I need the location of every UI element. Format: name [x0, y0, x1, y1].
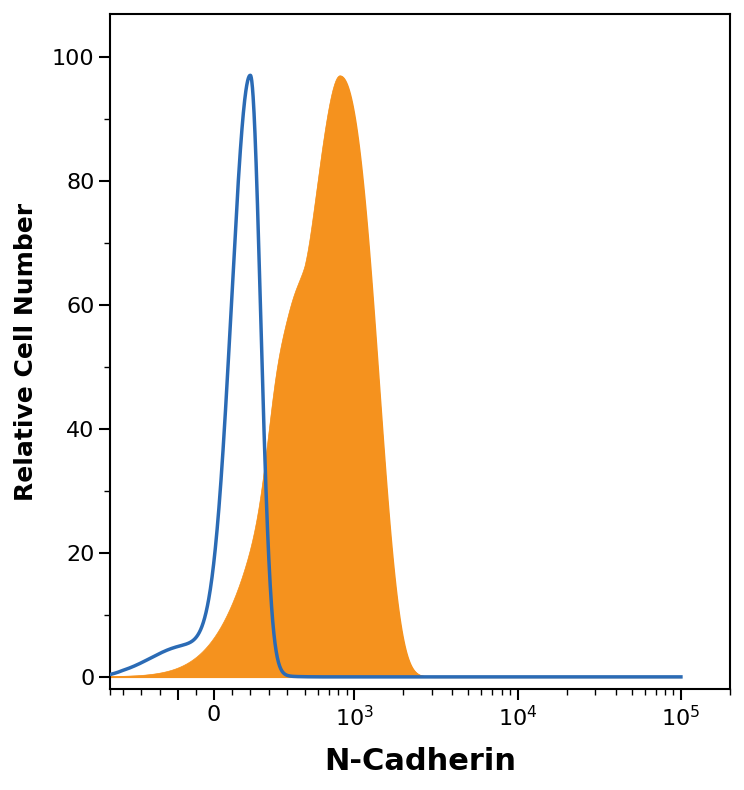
X-axis label: N-Cadherin: N-Cadherin [324, 747, 516, 776]
Y-axis label: Relative Cell Number: Relative Cell Number [14, 202, 38, 501]
